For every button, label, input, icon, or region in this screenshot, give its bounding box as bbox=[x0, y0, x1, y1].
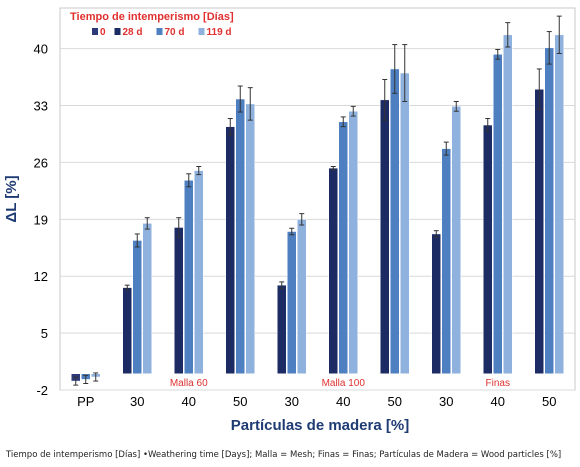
bar bbox=[441, 148, 451, 374]
y-tick-label: 40 bbox=[34, 42, 48, 57]
y-tick-label: 26 bbox=[34, 155, 48, 170]
bar bbox=[194, 170, 204, 374]
bar bbox=[380, 99, 390, 374]
legend-label: 119 d bbox=[207, 27, 232, 38]
bar bbox=[544, 47, 554, 374]
x-tick-label: 40 bbox=[336, 394, 350, 409]
bar bbox=[184, 180, 194, 374]
chart: -2 5 12 19 26 33 40 PP 30 40 50 30 40 50 30 40 50 Malla 6… bbox=[3, 7, 576, 434]
legend-swatch bbox=[156, 28, 163, 35]
bar bbox=[287, 231, 297, 374]
bar bbox=[554, 34, 564, 374]
bar bbox=[142, 223, 152, 374]
legend-label: 70 d bbox=[165, 27, 185, 38]
bar bbox=[431, 233, 441, 374]
bar bbox=[122, 287, 132, 374]
bar bbox=[225, 126, 235, 374]
legend-swatch bbox=[114, 28, 121, 35]
group-label: Malla 100 bbox=[322, 378, 366, 389]
bar bbox=[348, 110, 358, 374]
bar bbox=[328, 167, 338, 374]
x-tick-label: 50 bbox=[388, 394, 402, 409]
bar bbox=[338, 121, 348, 374]
x-tick-label: 40 bbox=[182, 394, 196, 409]
x-tick-label: 30 bbox=[285, 394, 299, 409]
bar bbox=[174, 227, 184, 374]
legend-swatch bbox=[92, 28, 98, 35]
bar bbox=[493, 54, 503, 374]
bar bbox=[483, 124, 493, 374]
y-tick-label: 33 bbox=[34, 99, 48, 114]
bar bbox=[400, 72, 410, 374]
y-tick-label: 5 bbox=[41, 326, 48, 341]
bar bbox=[390, 68, 400, 374]
group-label: Finas bbox=[486, 378, 510, 389]
bar bbox=[451, 106, 461, 374]
x-tick-label: 50 bbox=[542, 394, 556, 409]
group-label: Malla 60 bbox=[170, 378, 208, 389]
x-tick-label: 30 bbox=[439, 394, 453, 409]
legend-swatch bbox=[198, 28, 205, 35]
x-tick-label: PP bbox=[77, 394, 94, 409]
legend-label: 28 d bbox=[123, 27, 143, 38]
x-tick-label: 30 bbox=[130, 394, 144, 409]
bar bbox=[277, 284, 287, 374]
bar bbox=[534, 89, 544, 374]
bar bbox=[503, 34, 513, 374]
caption: Tiempo de intemperismo [Días] •Weatherin… bbox=[6, 450, 562, 460]
legend-title: Tiempo de intemperismo [Días] bbox=[70, 11, 234, 23]
legend-label: 0 bbox=[100, 27, 106, 38]
bar bbox=[245, 103, 255, 374]
bar bbox=[297, 219, 307, 374]
y-tick-label: -2 bbox=[36, 383, 48, 398]
y-tick-label: 19 bbox=[34, 212, 48, 227]
x-axis-title: Partículas de madera [%] bbox=[231, 417, 409, 434]
x-tick-label: 40 bbox=[491, 394, 505, 409]
bar bbox=[132, 240, 142, 374]
x-tick-label: 50 bbox=[233, 394, 247, 409]
bar bbox=[235, 98, 245, 374]
y-tick-label: 12 bbox=[34, 269, 48, 284]
y-axis-title: ΔL [%] bbox=[3, 175, 20, 222]
